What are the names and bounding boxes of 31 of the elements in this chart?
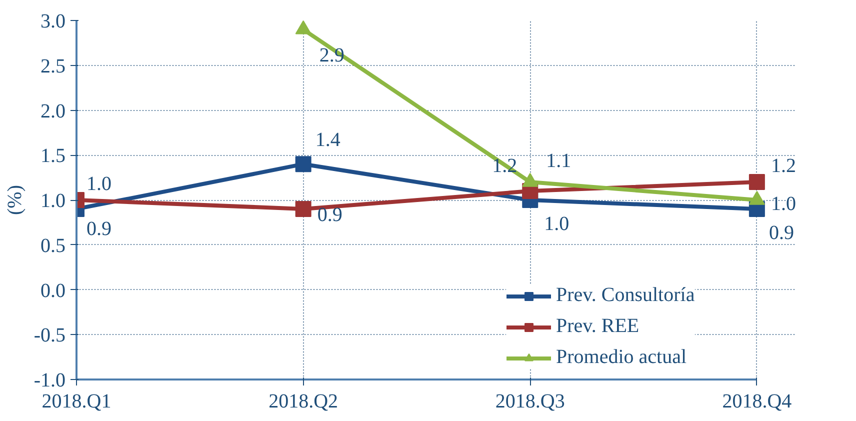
x-tick-label: 2018.Q2 <box>268 390 338 412</box>
data-label: 1.4 <box>315 129 340 152</box>
y-tick-label: 0.5 <box>40 234 66 257</box>
data-label: 1.2 <box>770 155 796 178</box>
data-label: 1.0 <box>544 213 570 235</box>
data-label: 1.0 <box>770 193 796 215</box>
y-tick-label: 1.0 <box>40 190 66 212</box>
data-label: 0.9 <box>768 222 794 244</box>
y-tick-label: 1.5 <box>40 145 66 168</box>
y-tick-label: -1.0 <box>34 370 66 392</box>
x-tick-label: 2018.Q1 <box>42 390 112 412</box>
point <box>295 20 312 34</box>
x-tick-label: 2018.Q4 <box>722 390 792 412</box>
y-axis-title: (%) <box>4 185 26 215</box>
data-label: 2.9 <box>319 44 344 66</box>
data-label: 1.1 <box>546 150 572 172</box>
data-label: 1.0 <box>86 173 112 195</box>
data-label: 0.9 <box>317 204 342 226</box>
y-tick-label: 2.0 <box>40 100 66 122</box>
legend-label: Prev. REE <box>556 315 640 338</box>
point <box>295 200 312 217</box>
x-tick-label: 2018.Q3 <box>495 390 565 412</box>
legend-label: Promedio actual <box>556 346 687 369</box>
y-tick-label: -0.5 <box>34 324 66 347</box>
point <box>748 174 765 190</box>
y-tick-label: 3.0 <box>40 10 66 32</box>
point <box>295 156 312 172</box>
data-label: 0.9 <box>86 218 112 240</box>
legend-label: Prev. Consultoría <box>556 284 695 307</box>
y-tick-label: 0.0 <box>40 280 66 302</box>
y-tick-label: 2.5 <box>40 55 66 78</box>
